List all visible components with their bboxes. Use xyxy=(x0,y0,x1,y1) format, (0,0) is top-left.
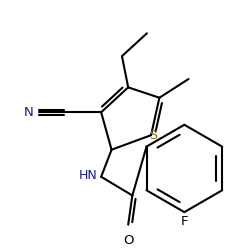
Text: HN: HN xyxy=(78,169,97,182)
Text: F: F xyxy=(181,215,188,228)
Text: S: S xyxy=(149,129,157,142)
Text: O: O xyxy=(123,234,133,247)
Text: N: N xyxy=(24,106,33,119)
